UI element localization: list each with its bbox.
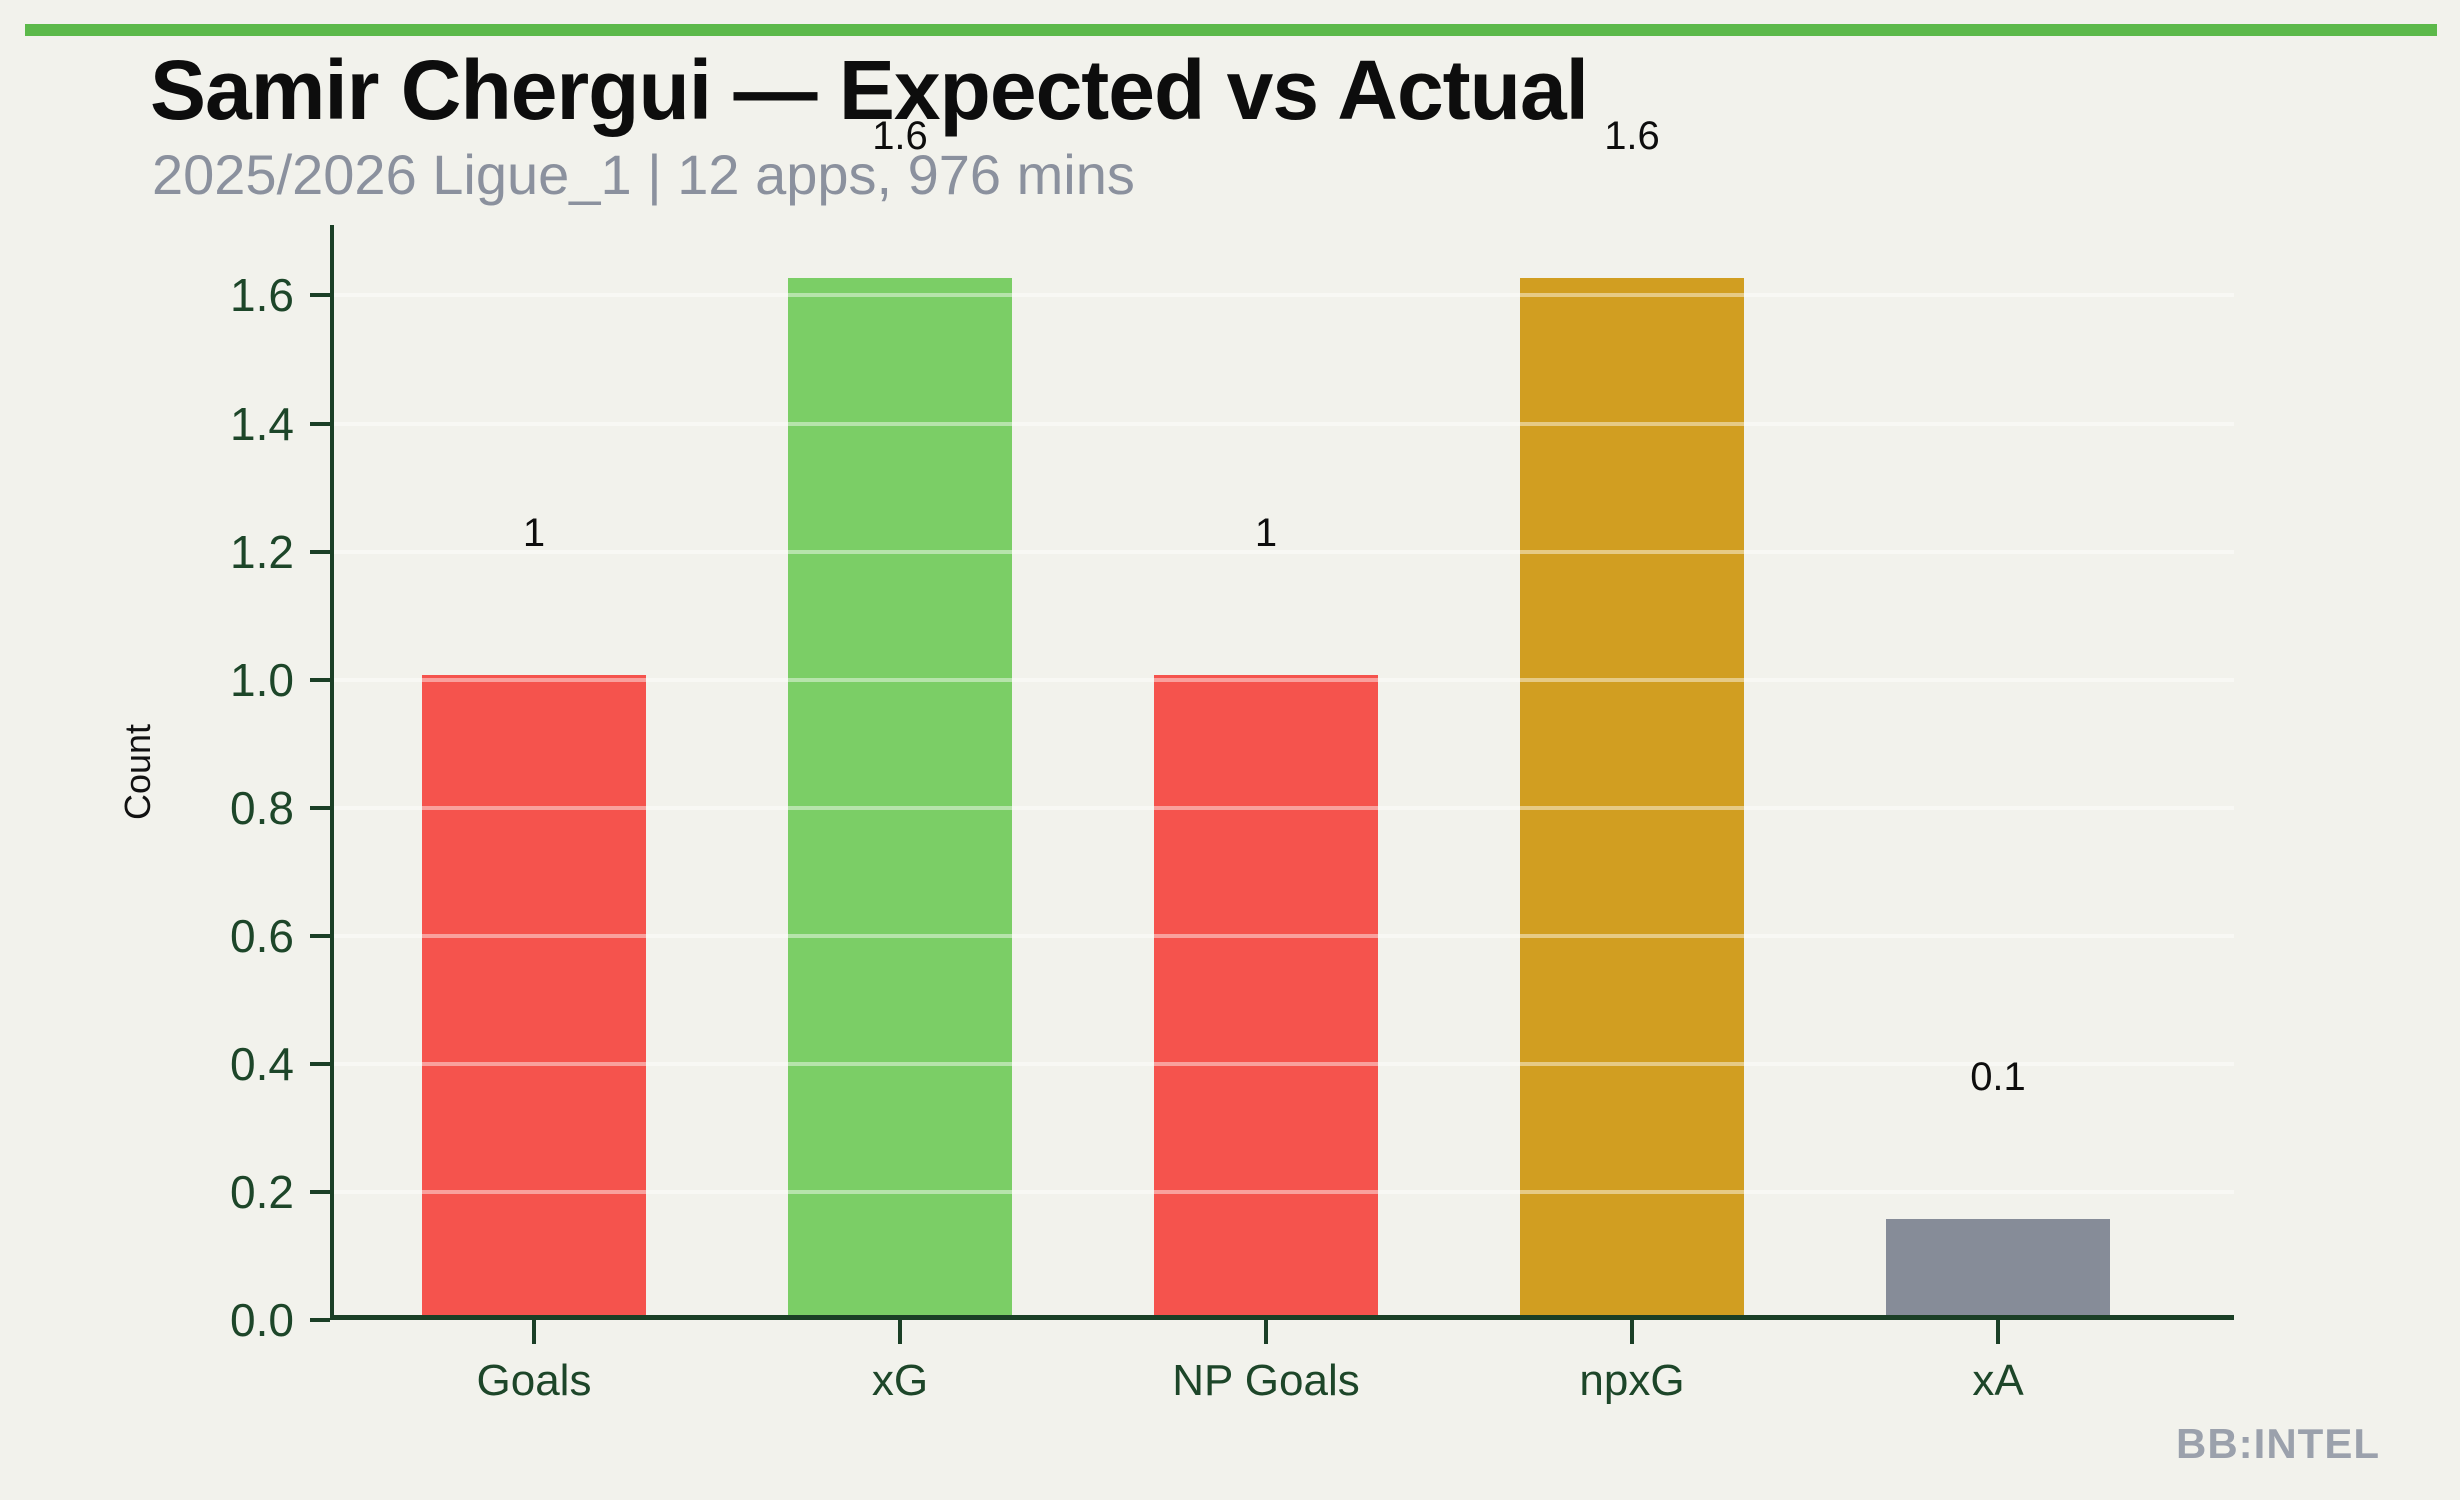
- y-axis-tick: [310, 678, 330, 682]
- bar-value-label: 1.6: [1604, 114, 1660, 158]
- gridline: [334, 422, 2234, 426]
- x-axis-tick-label: xA: [1972, 1356, 2024, 1405]
- x-axis-tick: [1264, 1320, 1268, 1344]
- y-axis-tick-label: 0.2: [230, 1166, 294, 1218]
- x-axis-tick-label: xG: [871, 1356, 929, 1405]
- gridline: [334, 293, 2234, 297]
- y-axis-tick-label: 0.4: [230, 1038, 294, 1090]
- y-axis-tick-label: 0.0: [230, 1294, 294, 1346]
- y-axis-tick-label: 1.4: [230, 398, 294, 450]
- y-axis-tick-label: 1.6: [230, 269, 294, 321]
- y-axis-title: Count: [117, 723, 158, 821]
- bar-value-label: 0.1: [1970, 1055, 2026, 1099]
- y-axis-tick: [310, 1190, 330, 1194]
- bar-value-label: 1: [1254, 511, 1278, 555]
- bar-xa: [1886, 1219, 2110, 1315]
- x-axis-tick: [1630, 1320, 1634, 1344]
- bar-np-goals: [1154, 675, 1378, 1315]
- gridline: [334, 550, 2234, 554]
- bar-value-label: 1: [522, 511, 546, 555]
- x-axis-tick: [532, 1320, 536, 1344]
- y-axis-tick: [310, 293, 330, 297]
- chart-subtitle: 2025/2026 Ligue_1 | 12 apps, 976 mins: [152, 143, 1135, 206]
- y-axis-tick: [310, 1062, 330, 1066]
- accent-top-strip: [25, 24, 2437, 36]
- chart-title: Samir Chergui — Expected vs Actual: [150, 43, 1589, 137]
- bar-value-label: 1.6: [872, 114, 928, 158]
- bar-goals: [422, 675, 646, 1315]
- gridline: [334, 678, 2234, 682]
- bar-xg: [788, 278, 1012, 1315]
- y-axis-tick-label: 0.6: [230, 910, 294, 962]
- x-axis-tick: [898, 1320, 902, 1344]
- y-axis-tick: [310, 934, 330, 938]
- y-axis-tick-label: 0.8: [230, 782, 294, 834]
- y-axis-tick: [310, 806, 330, 810]
- y-axis-tick-label: 1.2: [230, 526, 294, 578]
- gridline: [334, 806, 2234, 810]
- x-axis-tick-label: Goals: [476, 1356, 592, 1405]
- plot-area: 1 Goals 1.6 xG 1 NP Goals 1.6 npxG 0.1 xA 0.0 0.2 0.…: [230, 116, 2234, 1403]
- gridline: [334, 934, 2234, 938]
- x-axis-tick: [1996, 1320, 2000, 1344]
- y-axis-tick-label: 1.0: [230, 654, 294, 706]
- y-axis-tick: [310, 422, 330, 426]
- x-axis-tick-label: npxG: [1579, 1356, 1685, 1405]
- x-axis-tick-label: NP Goals: [1172, 1356, 1360, 1405]
- y-axis-tick: [310, 550, 330, 554]
- watermark-text: BB:INTEL: [2176, 1420, 2380, 1467]
- bar-npxg: [1520, 278, 1744, 1315]
- gridline: [334, 1190, 2234, 1194]
- y-axis-tick: [310, 1318, 330, 1322]
- gridline: [334, 1062, 2234, 1066]
